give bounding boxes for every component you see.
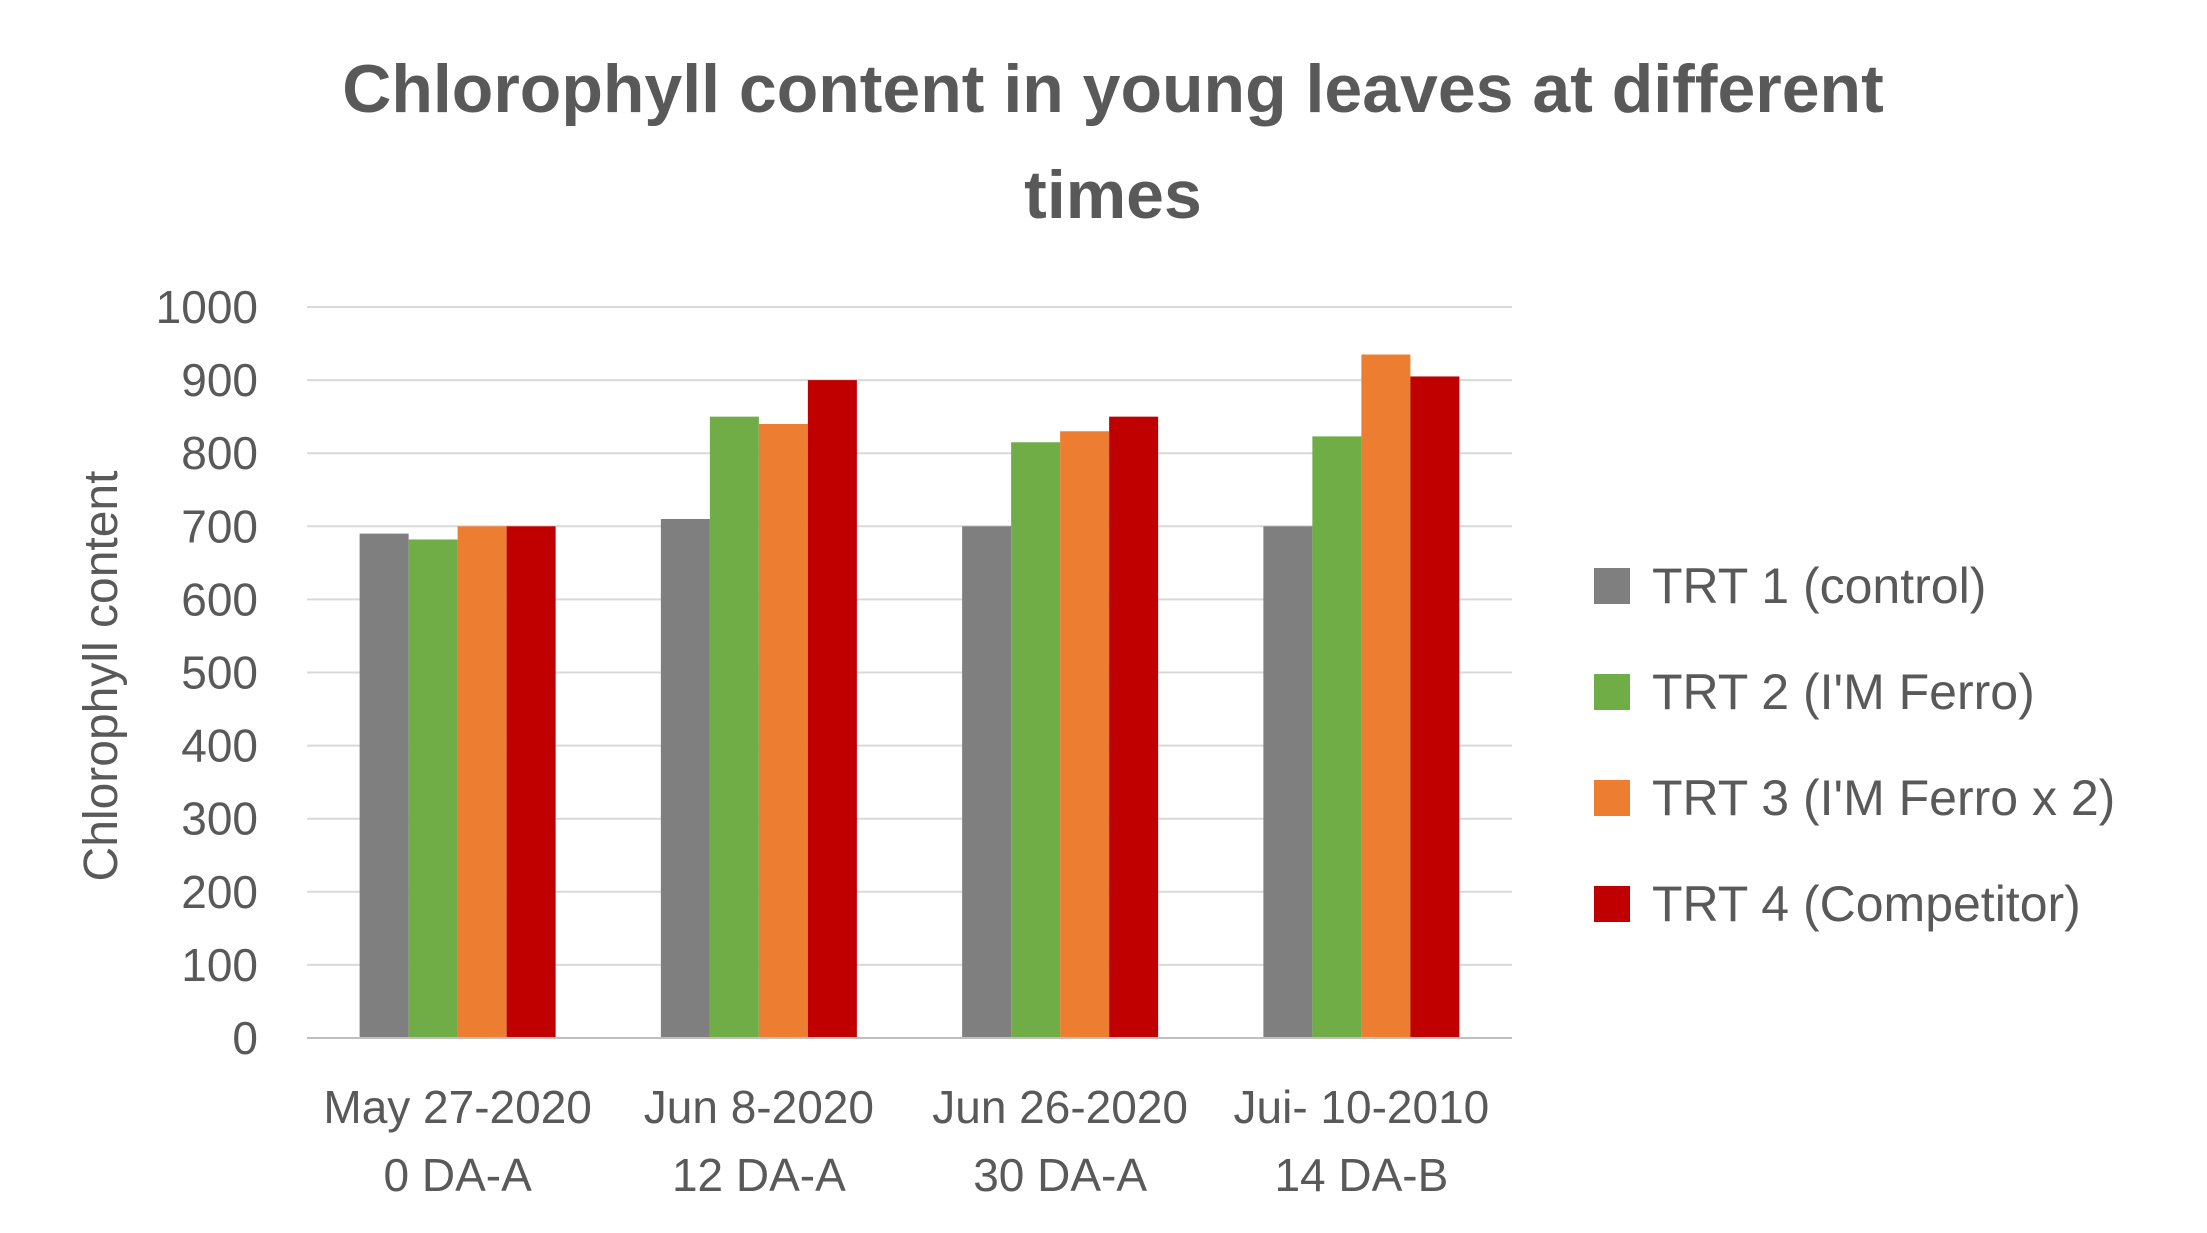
bar	[1011, 442, 1061, 1038]
y-tick-label: 200	[181, 866, 258, 918]
y-axis-label: Chlorophyll content	[75, 471, 128, 882]
bar	[660, 518, 710, 1038]
legend-label: TRT 2 (I'M Ferro)	[1652, 664, 2035, 720]
y-tick-label: 700	[181, 500, 258, 552]
x-tick-labels: May 27-2020 0 DA-A Jun 8-2020 12 DA-A Jun 26…	[323, 1081, 1489, 1201]
legend-swatch	[1594, 674, 1630, 710]
bar	[1060, 431, 1110, 1038]
legend-label: TRT 3 (I'M Ferro x 2)	[1652, 770, 2115, 826]
y-tick-label: 300	[181, 793, 258, 845]
legend-label: TRT 4 (Competitor)	[1652, 876, 2081, 932]
legend-swatch	[1594, 886, 1630, 922]
y-tick-label: 1000	[156, 281, 258, 333]
y-tick-label: 800	[181, 427, 258, 479]
bar	[758, 423, 808, 1039]
x-tick-label: 0 DA-A	[383, 1149, 532, 1201]
chart-title: Chlorophyll content in young leaves at d…	[342, 51, 1884, 233]
legend: TRT 1 (control) TRT 2 (I'M Ferro) TRT 3 (I…	[1594, 558, 2115, 932]
chart-title-line-1: Chlorophyll content in young leaves at d…	[342, 51, 1884, 127]
legend-label: TRT 1 (control)	[1652, 558, 1986, 614]
x-tick-label: Jun 8-2020	[644, 1081, 874, 1133]
y-tick-label: 600	[181, 573, 258, 625]
y-tick-label: 100	[181, 939, 258, 991]
bar	[1109, 416, 1159, 1038]
bar	[962, 526, 1012, 1038]
x-tick-label: Jui- 10-2010	[1234, 1081, 1490, 1133]
bar	[1263, 526, 1313, 1038]
bar	[408, 539, 458, 1038]
y-tick-label: 500	[181, 647, 258, 699]
y-tick-labels: 0 100 200 300 400 500 600 700 800 900 1000	[156, 281, 258, 1064]
bar	[709, 416, 759, 1038]
y-tick-label: 400	[181, 720, 258, 772]
bar	[1312, 436, 1362, 1039]
bar	[359, 533, 409, 1038]
y-tick-label: 900	[181, 354, 258, 406]
bar	[807, 380, 857, 1039]
x-tick-label: 14 DA-B	[1274, 1149, 1448, 1201]
chart-title-line-2: times	[1024, 157, 1202, 233]
bars	[359, 354, 1460, 1039]
x-tick-label: Jun 26-2020	[932, 1081, 1188, 1133]
legend-swatch	[1594, 780, 1630, 816]
x-tick-label: 12 DA-A	[672, 1149, 846, 1201]
bar	[1410, 376, 1460, 1038]
x-tick-label: 30 DA-A	[973, 1149, 1147, 1201]
x-tick-label: May 27-2020	[323, 1081, 592, 1133]
legend-swatch	[1594, 568, 1630, 604]
bar	[506, 526, 556, 1038]
bar	[457, 526, 507, 1038]
bar	[1361, 354, 1411, 1038]
y-tick-label: 0	[232, 1012, 258, 1064]
